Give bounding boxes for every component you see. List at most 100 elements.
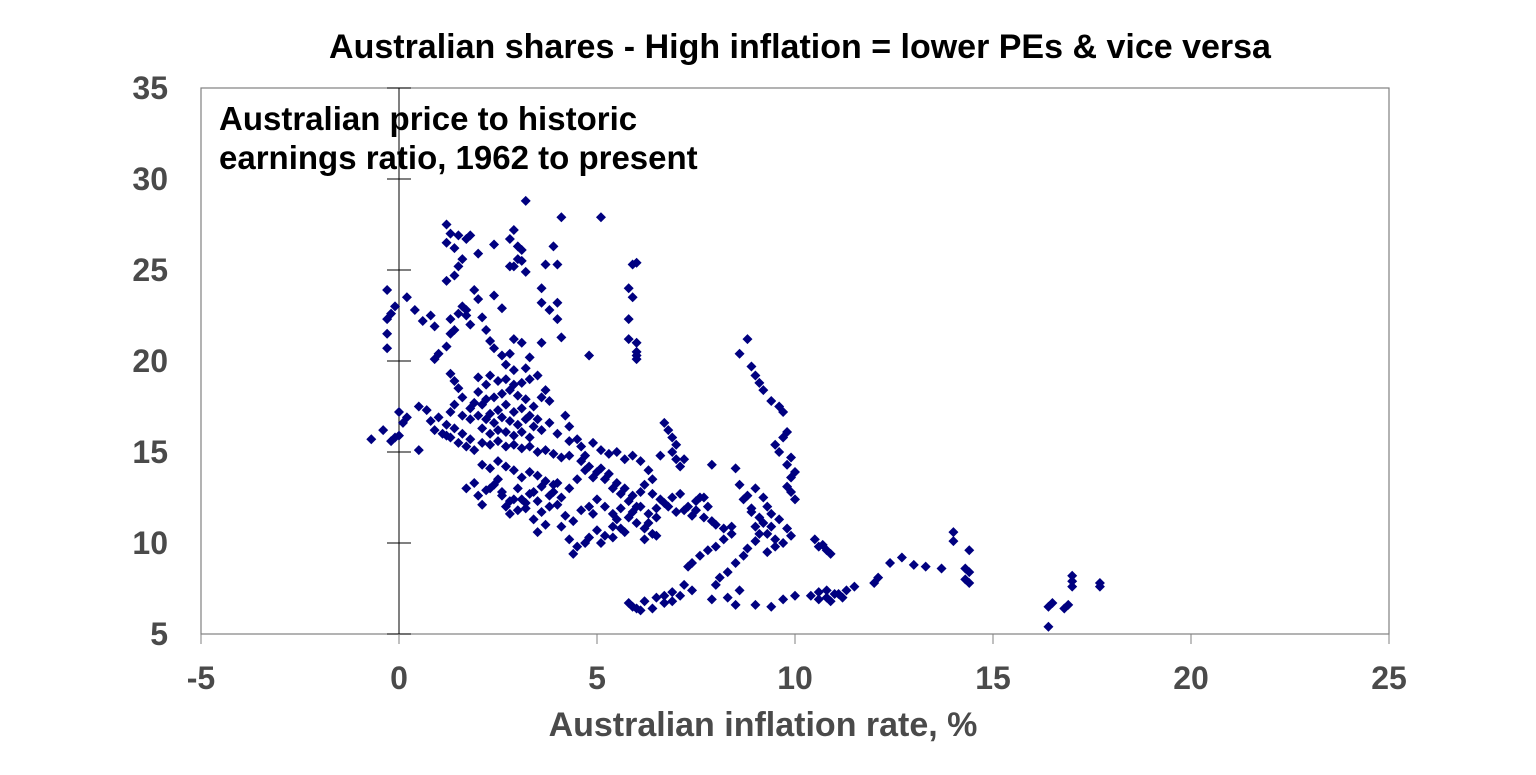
data-point	[544, 396, 555, 407]
data-point	[603, 448, 614, 459]
data-point	[885, 558, 896, 569]
data-point	[441, 237, 452, 248]
data-point	[576, 505, 587, 516]
y-tick-label: 5	[150, 616, 168, 652]
data-point	[449, 399, 460, 410]
data-point	[516, 472, 527, 483]
data-point	[485, 463, 496, 474]
data-point	[750, 483, 761, 494]
data-point	[532, 496, 543, 507]
data-point	[726, 528, 737, 539]
data-point	[457, 254, 468, 265]
data-point	[702, 501, 713, 512]
data-point	[500, 374, 511, 385]
data-point	[758, 517, 769, 528]
data-point	[627, 450, 638, 461]
data-point	[477, 459, 488, 470]
data-point	[489, 417, 500, 428]
data-point	[508, 439, 519, 450]
data-point	[651, 592, 662, 603]
data-point	[564, 534, 575, 545]
data-point	[718, 534, 729, 545]
data-point	[453, 383, 464, 394]
data-point	[524, 352, 535, 363]
data-point	[449, 243, 460, 254]
y-tick-labels: 5 10 15 20 25 30 35	[132, 70, 168, 652]
data-point	[687, 585, 698, 596]
data-point	[401, 292, 412, 303]
data-point	[734, 585, 745, 596]
data-point	[948, 527, 959, 538]
data-point	[1043, 621, 1054, 632]
data-point	[441, 275, 452, 286]
data-point	[485, 335, 496, 346]
data-point	[489, 239, 500, 250]
data-point	[710, 579, 721, 590]
data-point	[766, 508, 777, 519]
data-point	[548, 448, 559, 459]
data-point	[382, 343, 393, 354]
data-point	[595, 538, 606, 548]
data-point	[540, 385, 551, 396]
data-point	[453, 308, 464, 319]
data-point	[710, 541, 721, 552]
data-point	[556, 332, 567, 343]
data-point	[667, 596, 678, 607]
data-point	[520, 503, 531, 514]
data-point	[679, 505, 690, 516]
data-point	[599, 501, 610, 512]
y-tick-label: 35	[132, 70, 168, 106]
y-tick-label: 10	[132, 525, 168, 561]
data-point	[548, 241, 559, 252]
y-tick-label: 25	[132, 252, 168, 288]
data-point	[461, 441, 472, 452]
data-point	[778, 406, 789, 417]
data-point	[390, 301, 401, 312]
data-point	[623, 334, 634, 345]
annotation-line-2: earnings ratio, 1962 to present	[219, 139, 698, 176]
data-point	[742, 334, 753, 345]
data-point	[647, 474, 658, 485]
data-point	[623, 496, 634, 507]
data-point	[623, 283, 634, 294]
data-point	[366, 434, 377, 445]
data-point	[504, 348, 515, 359]
data-point	[762, 547, 773, 558]
data-point	[631, 350, 642, 361]
data-point	[655, 450, 666, 461]
data-point	[584, 501, 595, 512]
data-point	[449, 376, 460, 387]
data-point	[540, 519, 551, 530]
data-point	[433, 412, 444, 423]
data-point	[516, 244, 527, 255]
data-point	[908, 559, 919, 570]
data-point	[473, 372, 484, 383]
data-point	[592, 525, 602, 536]
data-point	[485, 439, 496, 450]
data-point	[556, 212, 567, 223]
data-point	[560, 410, 571, 421]
data-point	[504, 496, 515, 507]
data-point	[528, 421, 539, 432]
data-point	[679, 454, 690, 465]
data-point	[417, 315, 428, 326]
data-point	[841, 585, 852, 596]
data-point	[762, 528, 773, 539]
data-point	[671, 454, 682, 465]
data-point	[382, 328, 393, 339]
data-point	[485, 370, 496, 381]
data-point	[449, 270, 460, 281]
data-point	[651, 503, 662, 514]
data-point	[722, 567, 733, 578]
data-point	[386, 308, 397, 319]
data-point	[615, 488, 626, 499]
data-point	[615, 503, 626, 514]
data-point	[441, 341, 452, 352]
data-point	[595, 212, 606, 223]
data-point	[508, 334, 519, 345]
data-point	[754, 528, 765, 539]
data-point	[655, 494, 666, 505]
data-point	[920, 561, 931, 572]
data-point	[936, 563, 947, 574]
data-point	[766, 601, 777, 612]
